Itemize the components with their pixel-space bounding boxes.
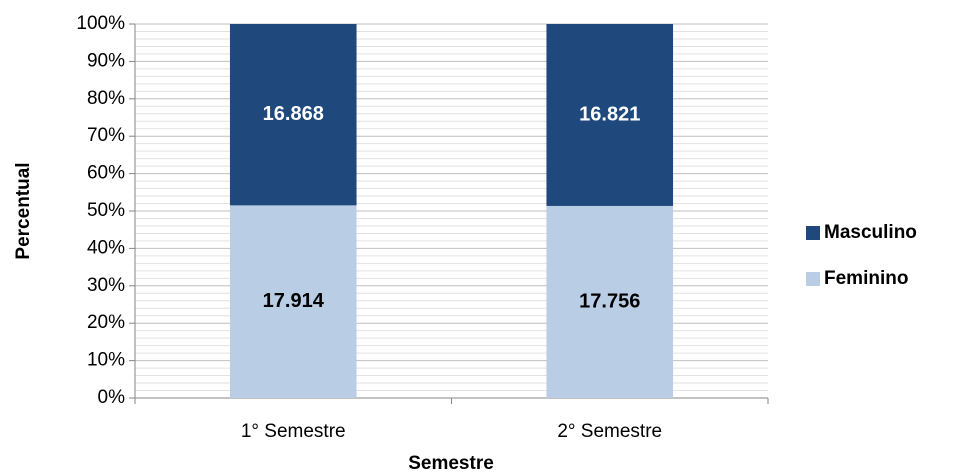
y-tick-label: 90%: [87, 50, 125, 71]
y-tick-label: 60%: [87, 163, 125, 184]
x-tick-label: 1° Semestre: [241, 421, 346, 442]
y-tick-label: 80%: [87, 88, 125, 109]
y-tick-label: 20%: [87, 312, 125, 333]
bar-segment: [546, 205, 674, 398]
x-axis-title: Semestre: [408, 453, 494, 474]
data-label: 16.821: [579, 103, 640, 125]
legend-label: Masculino: [824, 222, 917, 243]
bar-segment: [546, 24, 674, 206]
y-tick-label: 40%: [87, 237, 125, 258]
bar-segment: [229, 24, 357, 206]
y-tick-label: 10%: [87, 350, 125, 371]
bar-segment: [229, 205, 357, 398]
y-tick-label: 0%: [98, 387, 126, 408]
y-tick-label: 100%: [76, 13, 125, 34]
data-label: 17.914: [263, 290, 325, 312]
y-tick-label: 30%: [87, 275, 125, 296]
data-label: 17.756: [579, 290, 640, 312]
legend-label: Feminino: [824, 268, 908, 289]
y-axis-title: Percentual: [13, 162, 34, 259]
legend-swatch: [806, 272, 820, 286]
y-tick-label: 50%: [87, 200, 125, 221]
data-label: 16.868: [263, 103, 324, 125]
x-tick-label: 2° Semestre: [557, 421, 662, 442]
legend-swatch: [806, 226, 820, 240]
y-tick-label: 70%: [87, 125, 125, 146]
